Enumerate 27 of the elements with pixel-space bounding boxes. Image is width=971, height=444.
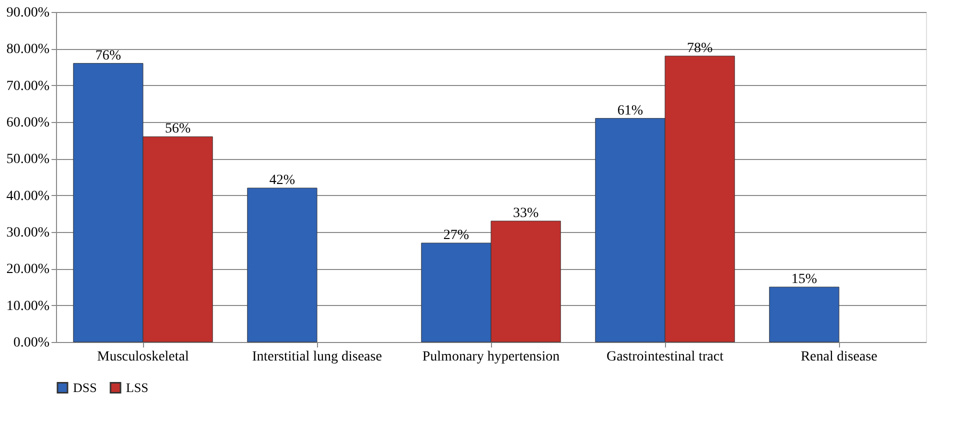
legend-label: LSS bbox=[126, 380, 148, 395]
bar bbox=[247, 188, 318, 342]
y-tick-label: 70.00% bbox=[6, 78, 50, 94]
x-tick-label: Musculoskeletal bbox=[97, 350, 189, 364]
y-tick-label: 90.00% bbox=[6, 6, 50, 20]
x-tick-label: Renal disease bbox=[800, 350, 878, 364]
data-label: 15% bbox=[791, 272, 818, 287]
y-tick-label: 10.00% bbox=[6, 298, 50, 314]
bar bbox=[769, 286, 840, 342]
data-label: 78% bbox=[686, 41, 713, 56]
y-tick-label: 50.00% bbox=[6, 152, 50, 168]
data-label: 76% bbox=[95, 48, 122, 64]
y-tick-label: 30.00% bbox=[6, 226, 50, 240]
x-tick-label: Interstitial lung disease bbox=[252, 350, 382, 364]
data-label: 42% bbox=[269, 173, 296, 188]
data-label: 33% bbox=[512, 206, 539, 221]
y-tick-label: 0.00% bbox=[13, 336, 50, 350]
y-tick-label: 20.00% bbox=[6, 262, 50, 278]
data-label: 27% bbox=[443, 228, 470, 243]
y-tick-label: 60.00% bbox=[6, 116, 50, 130]
x-tick-label: Pulmonary hypertension bbox=[422, 350, 560, 364]
legend-label: DSS bbox=[73, 380, 97, 395]
y-tick-label: 80.00% bbox=[6, 42, 50, 58]
y-tick-label: 40.00% bbox=[6, 188, 50, 204]
data-label: 56% bbox=[164, 122, 191, 137]
x-tick-label: Gastrointestinal tract bbox=[606, 350, 724, 364]
data-label: 61% bbox=[617, 103, 644, 118]
